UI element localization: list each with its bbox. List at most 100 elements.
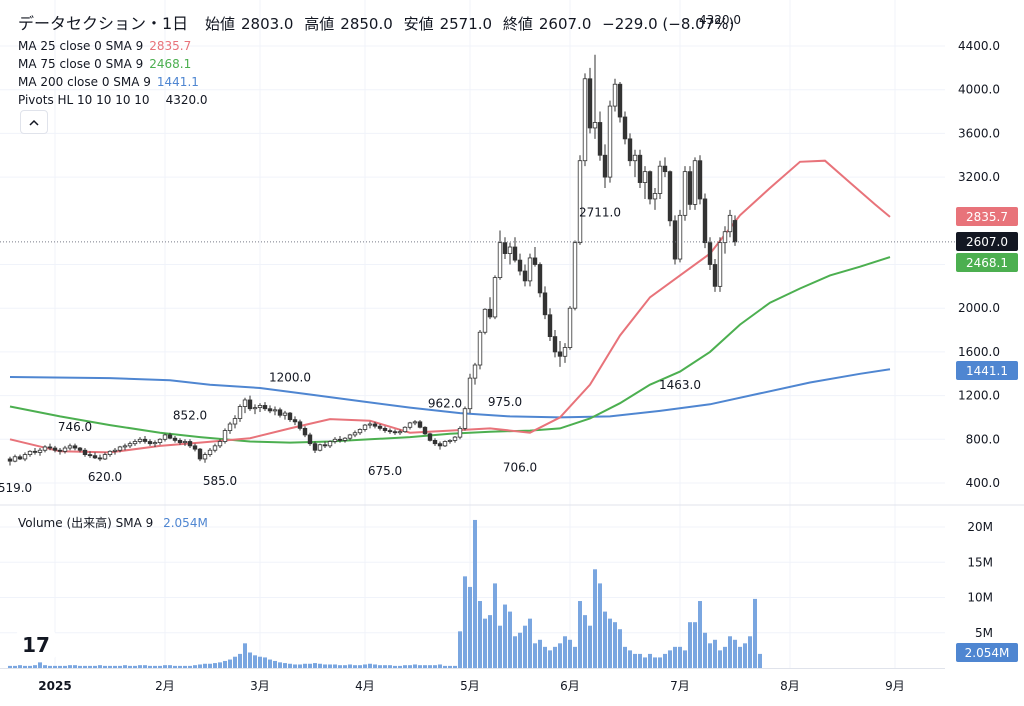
candle-body xyxy=(652,193,658,200)
volume-bar xyxy=(428,665,432,668)
volume-badge: 2.054M xyxy=(956,643,1018,662)
candle xyxy=(417,420,423,429)
candle xyxy=(332,437,338,444)
volume-bar xyxy=(688,622,692,668)
volume-axis[interactable]: 5M 10M 15M 20M xyxy=(967,520,993,640)
volume-bar xyxy=(343,665,347,668)
candle xyxy=(257,403,263,412)
candle-body xyxy=(587,78,593,129)
candle-body xyxy=(427,433,433,441)
time-axis[interactable]: 2025 2月 3月 4月 5月 6月 7月 8月 9月 xyxy=(38,679,905,693)
price-badge-bg xyxy=(956,361,1018,380)
volume-bar xyxy=(138,665,142,668)
candle-body xyxy=(147,441,153,445)
volume-bar xyxy=(253,655,257,668)
volume-bar xyxy=(408,665,412,668)
candle-body xyxy=(72,445,78,449)
candle-body xyxy=(402,426,408,433)
legend-ma25[interactable]: MA 25 close 0 SMA 9 2835.7 xyxy=(18,39,191,53)
price-badges: 2835.7 2607.0 2468.1 1441.1 2.054M xyxy=(956,207,1018,662)
candle xyxy=(42,445,48,453)
volume-bar xyxy=(88,665,92,668)
volume-bar xyxy=(338,665,342,668)
candle-body xyxy=(727,214,733,233)
volume-bar xyxy=(218,662,222,668)
candle-body xyxy=(552,336,558,353)
candle-body xyxy=(357,429,363,434)
candle-body xyxy=(702,198,708,244)
volume-bar xyxy=(728,636,732,668)
candle-body xyxy=(457,427,463,438)
candle-body xyxy=(387,430,393,433)
volume-bar xyxy=(633,653,637,668)
volume-bar xyxy=(608,618,612,668)
volume-bar xyxy=(398,665,402,668)
candle xyxy=(17,454,23,461)
candle xyxy=(207,448,213,457)
candle xyxy=(532,247,538,267)
candle xyxy=(157,438,163,445)
legend-ma75-value: 2468.1 xyxy=(149,57,192,71)
volume-bar xyxy=(648,653,652,668)
legend-ma75[interactable]: MA 75 close 0 SMA 9 2468.1 xyxy=(18,57,191,71)
legend-ma25-label: MA 25 close 0 SMA 9 xyxy=(18,39,144,53)
open-value: 2803.0 xyxy=(240,15,294,33)
volume-bar xyxy=(528,618,532,668)
volume-bar xyxy=(363,664,367,668)
price-tick-label: 3600.0 xyxy=(958,126,1000,140)
candle xyxy=(132,439,138,446)
volume-bar xyxy=(223,660,227,668)
time-tick-label: 8月 xyxy=(780,679,800,693)
price-badge-text: 1441.1 xyxy=(966,364,1008,378)
candle xyxy=(387,428,393,434)
volume-bar xyxy=(568,639,572,668)
legend-ma200[interactable]: MA 200 close 0 SMA 9 1441.1 xyxy=(18,75,199,89)
candle xyxy=(487,297,493,320)
low-label: 安値 xyxy=(403,15,434,33)
candle-body xyxy=(12,456,18,462)
candle-body xyxy=(62,447,68,452)
tradingview-logo[interactable]: 17 xyxy=(16,630,56,660)
volume-bar xyxy=(628,650,632,668)
candle-body xyxy=(392,431,398,434)
candle-body xyxy=(532,257,538,265)
candle-body xyxy=(377,425,383,429)
candle-body xyxy=(362,424,368,430)
volume-bar xyxy=(593,569,597,668)
candle-body xyxy=(397,431,403,434)
legend-pivots[interactable]: Pivots HL 10 10 10 10 4320.0 xyxy=(18,93,208,107)
candle xyxy=(667,170,673,227)
candle-body xyxy=(157,438,163,443)
pivot-label: 2711.0 xyxy=(579,206,621,220)
volume-bar xyxy=(208,663,212,668)
candle-body xyxy=(367,423,373,426)
candle-body xyxy=(257,405,263,409)
legend-ma200-value: 1441.1 xyxy=(156,75,199,89)
candle-body xyxy=(267,408,273,412)
volume-legend[interactable]: Volume (出来高) SMA 9 2.054M xyxy=(18,514,208,531)
volume-bar xyxy=(663,653,667,668)
candle xyxy=(642,166,648,199)
volume-bar xyxy=(683,650,687,668)
low-value: 2571.0 xyxy=(439,15,493,33)
collapse-legend-button[interactable] xyxy=(20,110,48,134)
candle-body xyxy=(582,78,588,162)
volume-bar xyxy=(618,629,622,668)
close-value: 2607.0 xyxy=(538,15,592,33)
close-label: 終値 xyxy=(502,15,533,33)
candle-body xyxy=(342,437,348,441)
time-tick-label: 6月 xyxy=(560,679,580,693)
candle xyxy=(202,452,208,463)
candle-body xyxy=(22,454,28,460)
volume-bar xyxy=(548,650,552,668)
chevron-up-icon xyxy=(29,119,39,126)
candle xyxy=(357,428,363,435)
volume-bar xyxy=(443,665,447,668)
candle-body xyxy=(417,421,423,428)
volume-bar xyxy=(23,665,27,668)
logo-text: 17 xyxy=(22,633,50,657)
volume-bar xyxy=(168,665,172,668)
candle xyxy=(717,237,723,292)
symbol-title[interactable]: データセクション・1日 xyxy=(18,14,189,33)
